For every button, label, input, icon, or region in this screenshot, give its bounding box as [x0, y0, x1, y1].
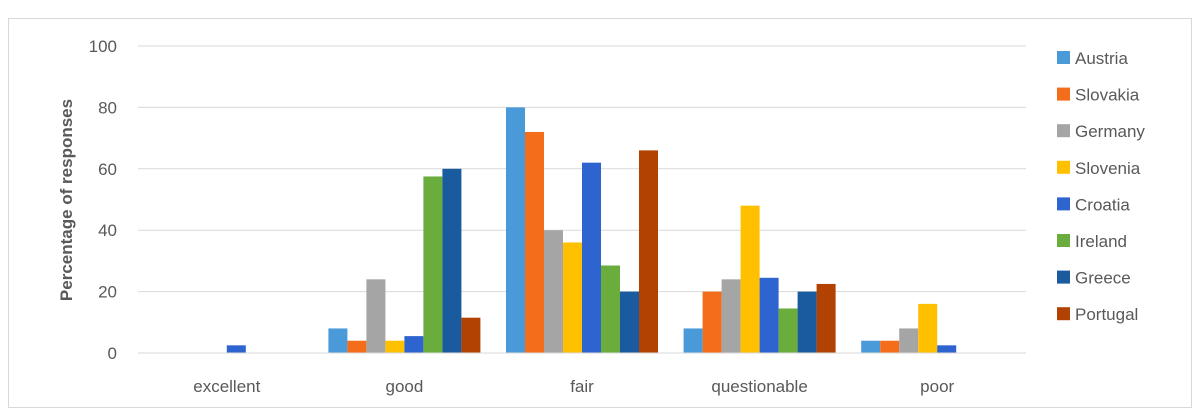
x-tick-label: excellent	[193, 377, 260, 396]
legend-swatch	[1057, 307, 1070, 321]
legend: Austria Slovakia Germany Slovenia Croatia Ire…	[1057, 49, 1145, 324]
bar-slovenia-poor	[918, 303, 938, 353]
legend-label: Greece	[1075, 269, 1131, 288]
bar-croatia-fair	[582, 162, 601, 353]
bar-austria-poor	[861, 340, 881, 353]
legend-swatch	[1057, 160, 1070, 174]
bar-croatia-excellent	[226, 345, 246, 353]
y-tick-label: 40	[98, 221, 117, 240]
y-tick-label: 60	[98, 160, 117, 179]
bar-slovenia-good	[385, 340, 405, 353]
legend-swatch	[1057, 51, 1070, 64]
legend-label: Austria	[1075, 49, 1128, 68]
bar-austria-questionable	[683, 328, 703, 353]
x-tick-label: fair	[570, 377, 594, 396]
bar-germany-poor	[899, 328, 919, 353]
legend-label: Slovenia	[1075, 159, 1141, 178]
bar-ireland-questionable	[778, 308, 798, 353]
bar-austria-fair	[506, 107, 525, 354]
bar-slovakia-poor	[880, 340, 900, 353]
y-tick-label: 20	[98, 283, 117, 302]
legend-swatch	[1057, 87, 1070, 101]
bar-slovenia-fair	[563, 242, 582, 353]
bar-germany-good	[366, 279, 386, 353]
bar-greece-questionable	[797, 291, 817, 353]
legend-label: Portugal	[1075, 305, 1138, 324]
y-axis-ticks: 0 20 40 60 80 100	[89, 37, 117, 363]
bar-austria-good	[328, 328, 348, 353]
y-axis-label: Percentage of responses	[57, 99, 76, 301]
bar-croatia-questionable	[759, 277, 779, 353]
bar-portugal-questionable	[816, 283, 836, 353]
legend-swatch	[1057, 270, 1070, 284]
bar-croatia-good	[404, 336, 424, 353]
bar-slovakia-questionable	[702, 291, 722, 353]
bar-slovenia-questionable	[740, 205, 760, 353]
y-tick-label: 0	[108, 344, 117, 363]
legend-swatch	[1057, 124, 1070, 138]
y-tick-label: 100	[89, 37, 117, 56]
x-tick-label: good	[385, 377, 423, 396]
bar-greece-good	[442, 168, 462, 353]
bar-ireland-fair	[601, 265, 620, 353]
y-tick-label: 80	[98, 98, 117, 117]
bar-slovakia-good	[347, 340, 367, 353]
bar-croatia-poor	[937, 345, 957, 353]
legend-label: Croatia	[1075, 195, 1130, 214]
legend-label: Ireland	[1075, 232, 1127, 251]
bar-greece-fair	[620, 291, 639, 353]
bar-germany-questionable	[721, 279, 741, 353]
bars	[226, 107, 957, 354]
legend-label: Germany	[1075, 122, 1145, 141]
x-axis-ticks: excellent good fair questionable poor	[193, 377, 954, 396]
bar-germany-fair	[544, 230, 563, 353]
bar-slovakia-fair	[525, 131, 544, 353]
bar-portugal-fair	[639, 150, 658, 353]
legend-swatch	[1057, 197, 1070, 211]
bar-portugal-good	[461, 317, 481, 353]
legend-swatch	[1057, 234, 1070, 247]
x-tick-label: questionable	[711, 377, 807, 396]
legend-label: Slovakia	[1075, 86, 1140, 105]
x-tick-label: poor	[920, 377, 954, 396]
bar-ireland-good	[423, 176, 443, 353]
